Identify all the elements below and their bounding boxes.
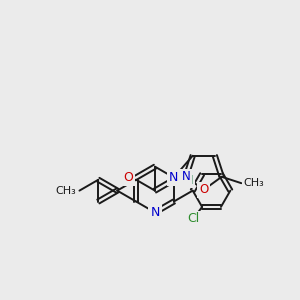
Text: N: N: [150, 206, 160, 219]
Text: O: O: [123, 171, 133, 184]
Text: N: N: [169, 171, 178, 184]
Text: O: O: [199, 183, 208, 196]
Text: CH₃: CH₃: [243, 178, 264, 188]
Text: Cl: Cl: [187, 212, 199, 225]
Text: H: H: [185, 174, 194, 187]
Text: CH₃: CH₃: [56, 186, 76, 196]
Text: N: N: [182, 170, 190, 183]
